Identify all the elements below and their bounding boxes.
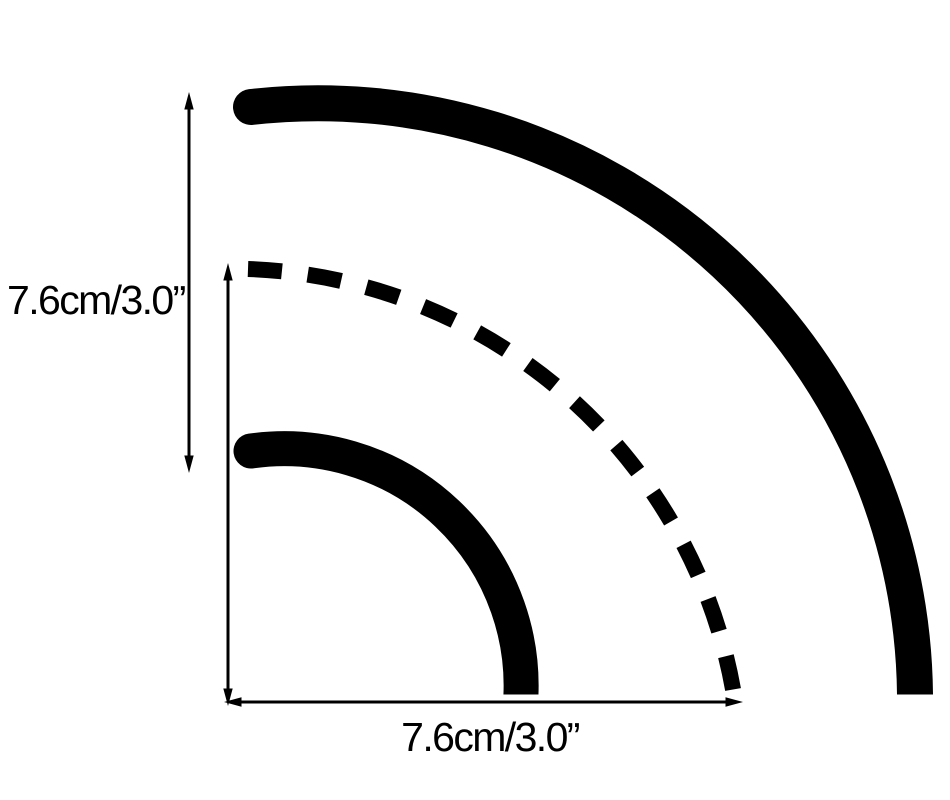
svg-text:7.6cm/3.0”: 7.6cm/3.0”: [401, 714, 580, 760]
svg-text:7.6cm/3.0”: 7.6cm/3.0”: [7, 277, 186, 323]
